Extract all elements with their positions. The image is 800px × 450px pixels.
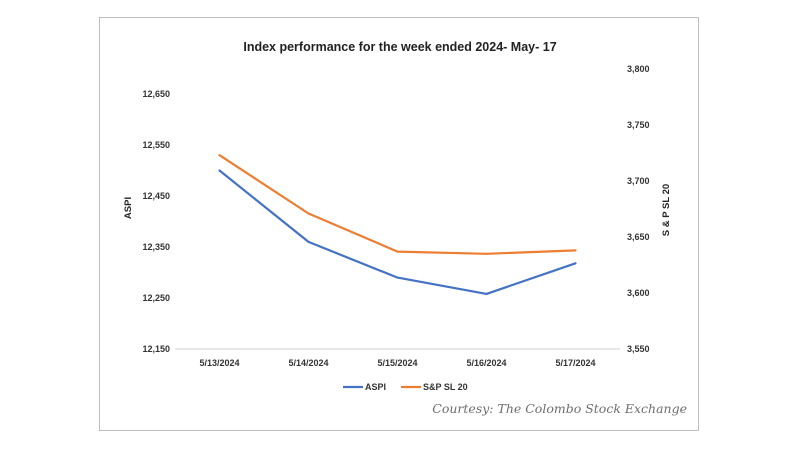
series-line-aspi [218, 169, 577, 295]
left-axis-ticks: 12,150 12,250 12,350 12,450 12,550 12,650 [142, 89, 170, 354]
x-axis-ticks: 5/13/2024 5/14/2024 5/15/2024 5/16/2024 5/17… [199, 358, 595, 368]
left-tick-label: 12,350 [142, 242, 170, 252]
right-tick-label: 3,800 [627, 64, 650, 74]
left-tick-label: 12,250 [142, 293, 170, 303]
right-axis-title: S & P SL 20 [661, 184, 672, 236]
left-tick-label: 12,450 [142, 191, 170, 201]
legend-label: ASPI [365, 382, 386, 392]
right-tick-label: 3,600 [627, 288, 650, 298]
right-tick-label: 3,650 [627, 232, 650, 242]
left-axis-title: ASPI [123, 197, 134, 219]
right-tick-label: 3,550 [627, 344, 650, 354]
x-tick-label: 5/17/2024 [555, 358, 595, 368]
series-line-s-p-sl-20 [218, 154, 577, 255]
left-tick-label: 12,150 [142, 344, 170, 354]
credit-text: Courtesy: The Colombo Stock Exchange [432, 401, 687, 416]
chart-frame [99, 17, 699, 431]
x-tick-label: 5/14/2024 [288, 358, 328, 368]
x-tick-label: 5/16/2024 [466, 358, 506, 368]
x-tick-label: 5/13/2024 [199, 358, 239, 368]
x-tick-label: 5/15/2024 [377, 358, 417, 368]
legend: ASPI S&P SL 20 [343, 382, 468, 392]
chart-title: Index performance for the week ended 202… [243, 40, 556, 54]
right-axis-ticks: 3,550 3,600 3,650 3,700 3,750 3,800 [627, 64, 650, 354]
series-layer [218, 154, 577, 295]
right-tick-label: 3,700 [627, 176, 650, 186]
legend-label: S&P SL 20 [423, 382, 468, 392]
left-tick-label: 12,650 [142, 89, 170, 99]
right-tick-label: 3,750 [627, 120, 650, 130]
left-tick-label: 12,550 [142, 140, 170, 150]
